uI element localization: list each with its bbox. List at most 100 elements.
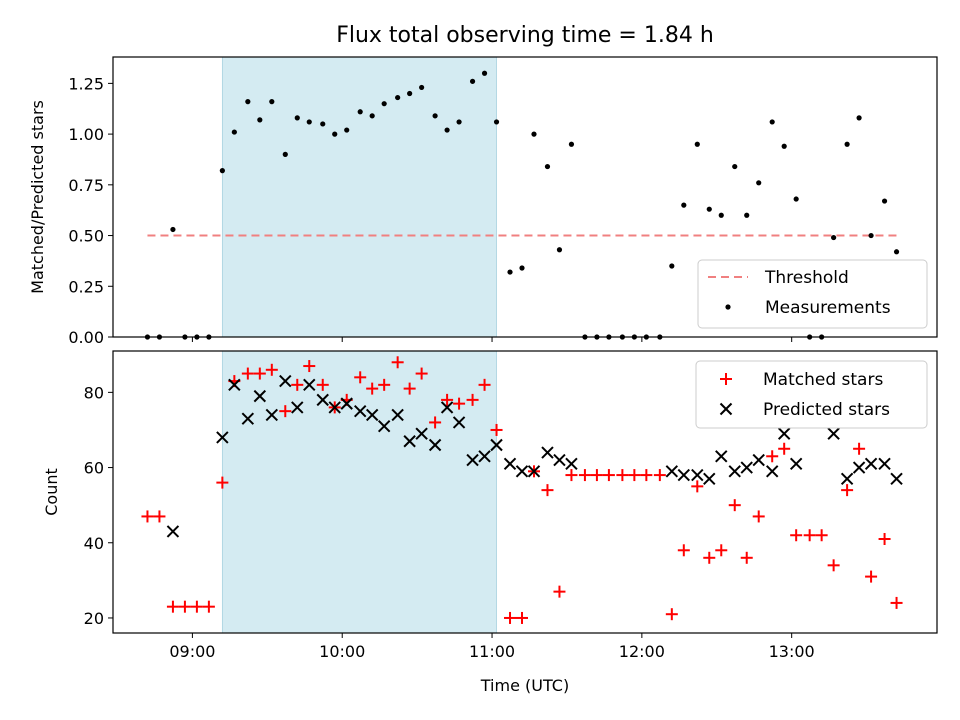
matched-point-49 [752,510,765,523]
measurement-point-21 [407,90,413,97]
predicted-point-21-b [466,453,479,467]
predicted-point-7 [291,401,304,414]
predicted-point-6 [279,374,292,388]
predicted-point-41-b [827,427,840,440]
matched-star-markers [141,356,903,624]
x-tick-label-0: 09:00 [169,642,215,661]
top-y-axis-label: Matched/Predicted stars [28,100,47,294]
predicted-point-11 [340,397,353,410]
measurement-points [144,70,900,340]
predicted-star-markers [166,374,903,538]
matched-point-11 [279,405,292,418]
predicted-point-26 [527,465,541,478]
predicted-point-3 [241,412,255,425]
matched-point-37 [602,469,615,482]
predicted-point-14 [377,419,391,433]
predicted-point-0-b [166,525,180,538]
measurement-point-34 [568,141,575,147]
predicted-point-13-b [365,408,379,422]
predicted-point-38 [765,465,779,478]
predicted-point-8-b [303,378,316,392]
measurement-point-13 [306,119,312,125]
top-x-ticks [191,337,793,342]
x-axis-label: Time (UTC) [480,676,569,695]
matched-point-36 [590,469,603,482]
predicted-point-17 [415,427,428,440]
top-legend: Threshold Measurements [697,259,928,329]
predicted-point-39-b [777,427,791,440]
measurement-point-42 [669,263,675,269]
measurement-point-33 [556,247,563,253]
bottom-y-tick-label-0: 20 [84,609,104,628]
matched-point-12 [291,378,304,391]
top-y-tick-label-2: 0.50 [68,227,104,246]
matched-point-19 [378,378,391,391]
predicted-point-22-b [478,450,491,463]
legend-measurement-label: Measurements [765,298,891,318]
measurement-point-47 [732,163,738,170]
matched-point-59 [878,533,891,545]
matched-point-27 [478,378,491,391]
measurement-point-59 [881,198,888,204]
predicted-point-38-b [765,465,779,478]
matched-point-40 [640,469,653,482]
predicted-point-3-b [241,412,255,425]
x-tick-label-3: 12:00 [619,642,665,661]
matched-point-52 [790,529,803,542]
predicted-point-36-b [740,461,753,474]
bottom-legend: Matched stars Predicted stars [695,360,928,429]
predicted-point-36 [740,461,753,474]
predicted-point-4-b [253,389,267,403]
matched-point-34 [565,469,578,482]
predicted-point-9-b [316,393,329,407]
predicted-point-0 [166,525,180,538]
measurement-point-32 [544,163,551,170]
measurement-point-2 [170,226,176,233]
matched-point-30 [516,611,529,624]
bottom-observing-span [221,350,497,634]
predicted-point-37 [752,453,765,467]
measurement-point-26 [469,78,476,84]
x-tick-label-4: 13:00 [769,642,815,661]
predicted-point-45-b [878,457,891,471]
predicted-point-30 [665,465,679,478]
predicted-point-14-b [377,419,391,433]
measurement-point-8 [245,99,251,105]
predicted-point-31 [677,468,691,482]
measurement-point-60 [893,249,900,255]
predicted-point-17-b [415,427,428,440]
matched-point-25 [453,397,466,410]
predicted-point-8 [303,378,316,392]
measurement-point-44 [694,141,700,147]
matched-point-33 [553,585,566,598]
matched-point-39 [628,469,641,482]
matched-point-6 [216,476,229,489]
measurement-point-28 [493,119,500,125]
predicted-point-10-b [328,401,341,414]
matched-point-46 [715,544,728,557]
predicted-point-27-b [541,446,554,459]
top-y-ticks: 0.00 0.25 0.50 0.75 1.00 1.25 [68,74,113,347]
predicted-point-25-b [515,465,529,478]
measurement-point-11 [282,151,288,157]
matched-point-1 [153,510,166,523]
predicted-point-43-b [852,461,866,474]
bottom-y-axis-label: Count [42,468,61,516]
predicted-point-26-b [527,465,541,478]
predicted-point-20 [452,416,466,429]
legend-predicted-label: Predicted stars [763,400,890,420]
predicted-point-33-b [703,472,716,486]
predicted-point-1 [216,431,229,444]
matched-point-5 [202,600,215,613]
predicted-point-37-b [752,453,765,467]
predicted-point-18 [428,438,442,452]
matched-point-42 [665,608,678,621]
predicted-point-44-b [864,457,878,471]
measurement-point-10 [269,99,275,105]
bottom-y-ticks: 20 40 60 80 [84,383,113,628]
bottom-axes-frame [112,350,938,634]
measurement-point-6 [219,168,225,174]
matched-point-2 [166,600,179,613]
measurement-point-52 [793,196,799,202]
measurement-point-22 [419,84,425,91]
